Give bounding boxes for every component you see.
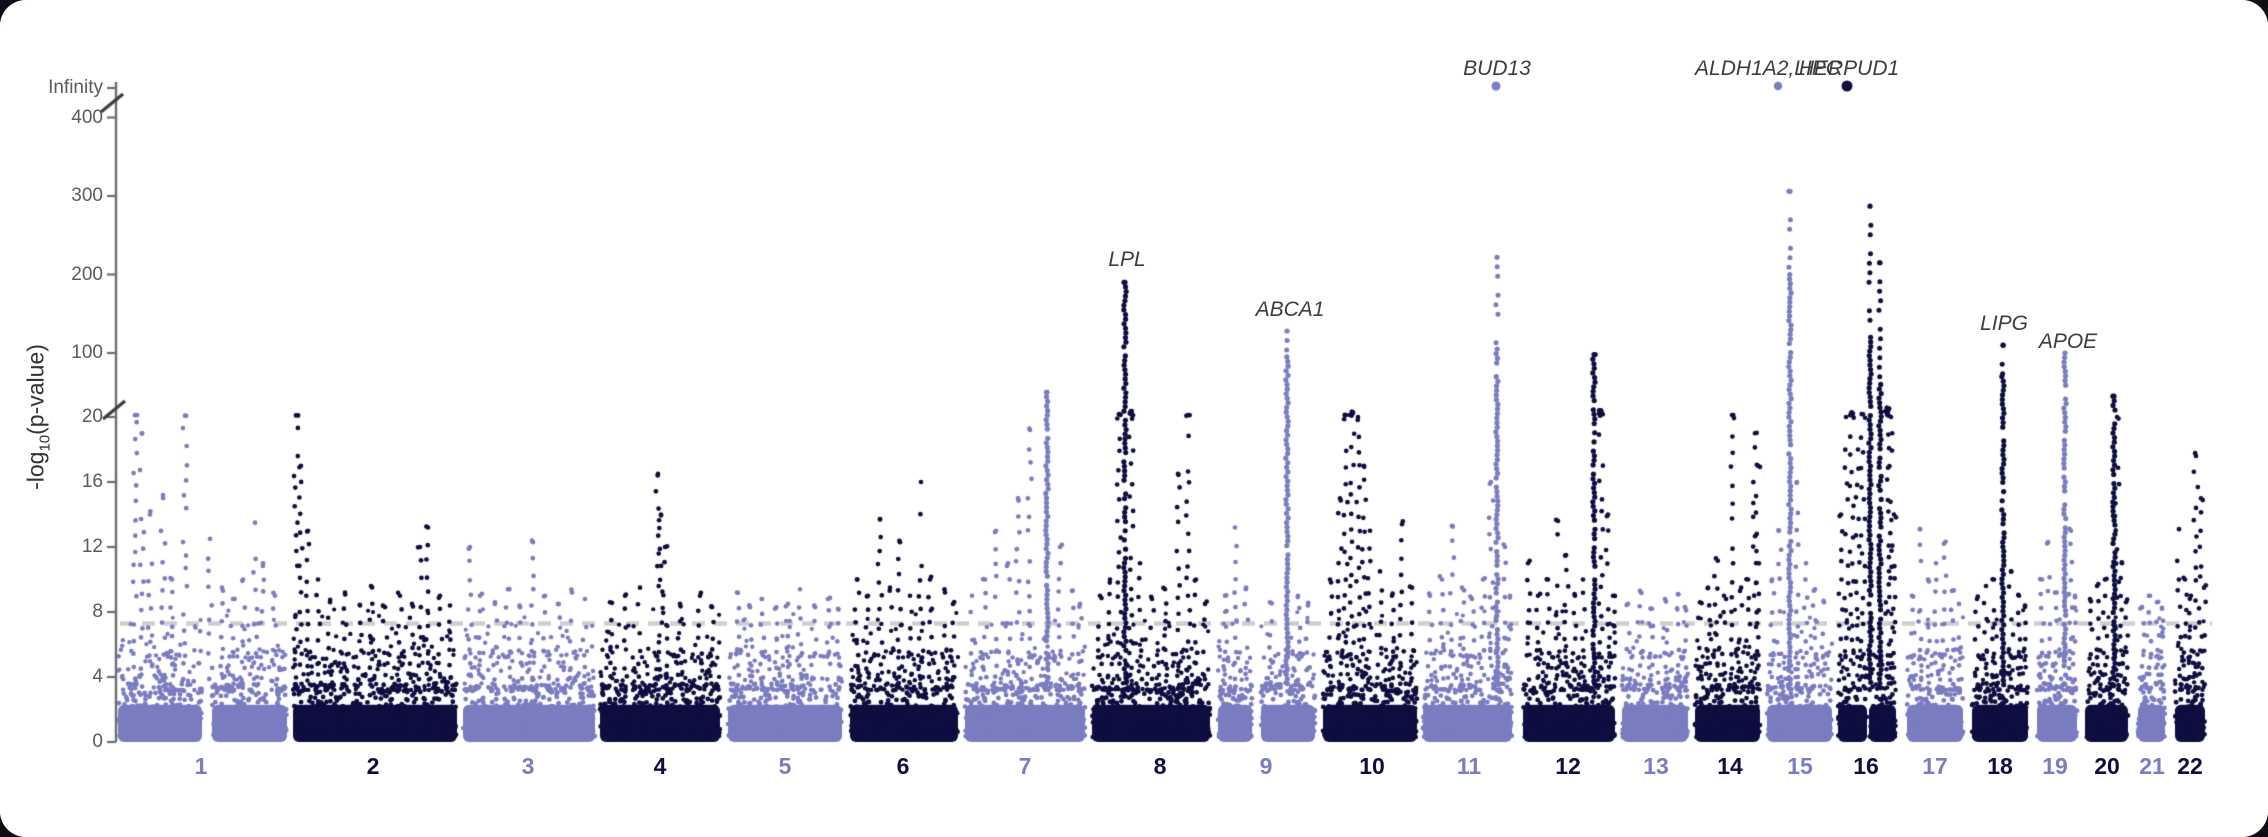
- y-tick-label: 0: [92, 731, 103, 752]
- chromosome-label: 20: [2094, 753, 2120, 779]
- chromosome-label: 10: [1359, 753, 1385, 779]
- y-axis-title: -log10(p-value): [23, 344, 54, 490]
- y-tick-label: 20: [81, 406, 103, 427]
- y-tick-label: 4: [92, 666, 103, 687]
- chromosome-label: 12: [1555, 753, 1581, 779]
- chromosome-label: 1: [194, 753, 208, 779]
- chromosome-label: 5: [778, 753, 792, 779]
- chromosome-label: 8: [1153, 753, 1167, 779]
- y-tick-label: 16: [81, 471, 103, 492]
- chromosome-label: 15: [1787, 753, 1813, 779]
- gene-label: LPL: [1108, 248, 1146, 271]
- chromosome-label: 9: [1259, 753, 1273, 779]
- y-tick-label: 12: [81, 536, 103, 557]
- y-axis-title-subscript: 10: [36, 434, 54, 452]
- chromosome-label: 14: [1717, 753, 1743, 779]
- gene-label: ABCA1: [1255, 298, 1325, 321]
- chromosome-label: 21: [2139, 753, 2165, 779]
- chromosome-label: 18: [1987, 753, 2013, 779]
- chromosome-label: 17: [1922, 753, 1948, 779]
- gene-label: APOE: [2038, 330, 2098, 353]
- chromosome-label: 19: [2042, 753, 2068, 779]
- chromosome-label: 11: [1456, 753, 1482, 779]
- gene-label: ALDH1A2,LIPC: [1695, 57, 1841, 80]
- y-tick-label: 8: [92, 601, 103, 622]
- chromosome-label: 4: [653, 753, 667, 779]
- gene-label: HERPUD1: [1798, 57, 1900, 80]
- chromosome-label: 2: [366, 753, 380, 779]
- y-axis-title-suffix: (p-value): [22, 344, 49, 435]
- chromosome-label: 13: [1643, 753, 1669, 779]
- chromosome-label: 6: [896, 753, 910, 779]
- y-axis-title-prefix: -log: [22, 451, 49, 490]
- gene-label: BUD13: [1463, 57, 1531, 80]
- gene-label: LIPG: [1980, 312, 2028, 335]
- y-tick-label: 200: [71, 263, 103, 285]
- y-tick-label: 300: [71, 185, 103, 206]
- chromosome-label: 16: [1853, 753, 1879, 779]
- y-tick-label: 100: [71, 342, 103, 363]
- chromosome-label: 22: [2177, 753, 2203, 779]
- y-tick-label: 400: [71, 106, 103, 128]
- chromosome-label: 7: [1018, 753, 1032, 779]
- y-axis-infinity-label: Infinity: [48, 77, 103, 98]
- chromosome-label: 3: [521, 753, 535, 779]
